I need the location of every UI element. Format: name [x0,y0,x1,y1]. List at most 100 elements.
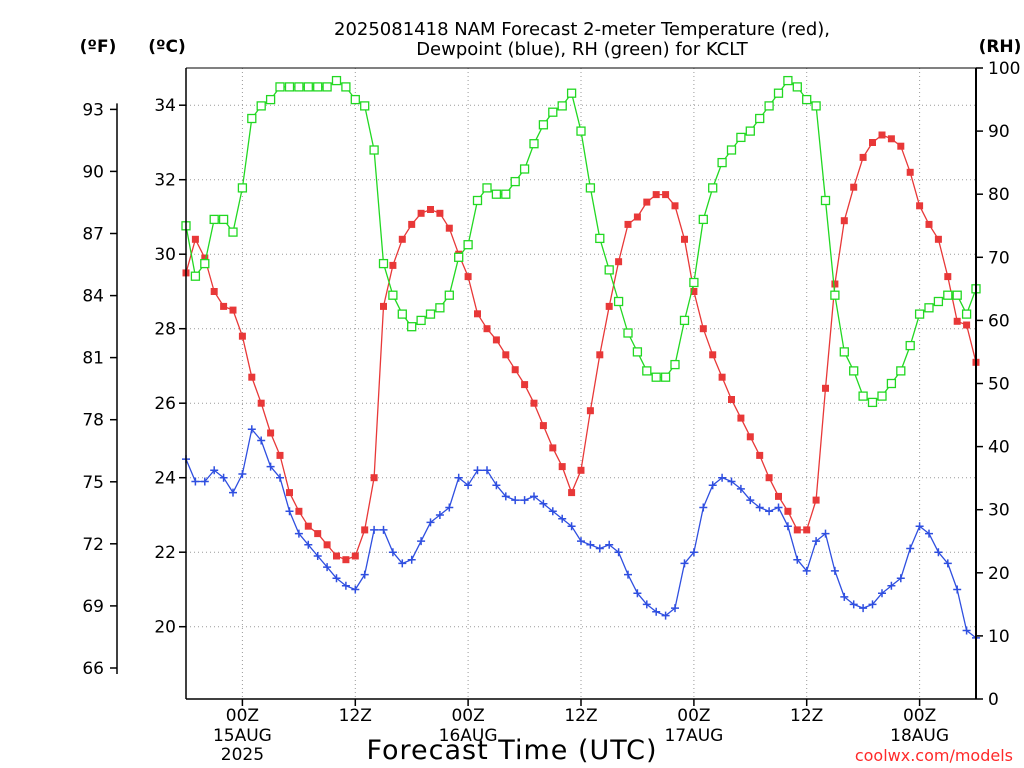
dewpoint-point [567,522,576,531]
dewpoint-point [577,537,585,546]
rh-point [331,75,342,86]
temperature-point [887,135,895,143]
fahrenheit-tick-label: 90 [82,162,104,182]
dewpoint-point [473,466,482,475]
fahrenheit-tick-label: 72 [82,535,104,555]
celsius-tick-label: 30 [154,245,176,265]
temperature-point [859,153,867,161]
temperature-point [925,220,933,228]
celsius-tick-label: 24 [154,469,176,489]
rh-point [369,145,379,155]
temperature-point [539,422,547,430]
celsius-tick-label: 20 [154,618,176,638]
rh-point [905,340,915,351]
rh-point [482,183,492,193]
dewpoint-point [464,481,473,490]
dewpoint-point [934,548,943,557]
dewpoint-point [285,507,294,516]
rh-point [755,113,765,124]
dewpoint-point [539,499,548,508]
temperature-point [765,474,773,482]
temperature-point [502,351,510,359]
temperature-point [822,384,829,392]
rh-point [689,277,699,288]
dewpoint-point [530,492,538,501]
dewpoint-point [332,574,341,583]
rh-point [726,145,737,155]
rh-point [519,164,530,174]
x-tick-date-label: 17AUG [664,726,723,746]
celsius-tick-label: 26 [154,394,176,414]
dewpoint-point [746,496,755,505]
rh-point [190,271,201,281]
dewpoint-point [304,540,313,549]
rh-point [839,347,849,357]
dewpoint-point [755,503,764,512]
fahrenheit-tick-label: 84 [82,287,104,307]
temperature-point [333,552,340,560]
x-tick-date-label: 2025 [221,745,264,765]
dewpoint-point [276,473,284,482]
dewpoint-point [708,481,717,490]
rh-point [961,309,972,319]
dewpoint-point [229,488,237,497]
rh-point [388,290,398,300]
temperature-point [295,507,303,515]
fahrenheit-axis-unit: (ºF) [80,37,117,57]
dewpoint-point [783,522,792,531]
rh-series [181,75,981,408]
dewpoint-point [454,473,463,482]
temperature-point [521,381,529,389]
rh-point [472,195,483,206]
rh-point [275,82,285,92]
temperature-point [784,507,792,515]
rh-point [764,101,774,111]
rh-point [623,328,633,338]
temperature-point [624,220,632,228]
dewpoint-point [680,559,689,568]
rh-point [867,397,878,408]
x-tick-label: 12Z [790,706,823,726]
rh-point [218,214,229,225]
rh-point [877,391,887,401]
rh-tick-label: 40 [988,438,1010,458]
rh-point [538,120,549,130]
rh-point [294,82,304,92]
temperature-point [229,306,237,314]
series-layer [181,75,981,642]
rh-point [256,101,266,111]
dewpoint-point [671,604,679,613]
dewpoint-series [182,425,980,642]
rh-tick-label: 60 [988,311,1010,331]
x-tick-label: 12Z [564,706,597,726]
dewpoint-point [614,548,623,557]
x-tick-label: 12Z [339,706,372,726]
temperature-point [474,310,481,318]
rh-point [397,309,407,319]
fahrenheit-tick-label: 66 [82,659,104,679]
rh-point [914,309,925,319]
temperature-point [408,220,416,228]
dewpoint-point [558,514,567,523]
rh-point [322,82,332,92]
temperature-point [220,302,228,310]
dewpoint-point [830,566,839,575]
temperature-point [210,288,218,295]
temperature-point [681,235,688,243]
dewpoint-point [370,525,379,534]
rh-point [444,290,454,300]
rh-tick-label: 90 [988,122,1010,142]
rh-point [510,176,520,187]
x-axis-title: Forecast Time (UTC) [366,735,657,766]
dewpoint-point [887,581,896,590]
rh-point [548,107,558,117]
temperature-point [728,396,735,403]
dewpoint-point [445,503,454,512]
temperature-point [549,444,557,452]
temperature-point [370,474,378,482]
rh-point [792,82,802,92]
rh-point [820,195,831,206]
rh-point [595,233,605,244]
temperature-point [840,217,848,225]
dewpoint-point [257,436,266,445]
